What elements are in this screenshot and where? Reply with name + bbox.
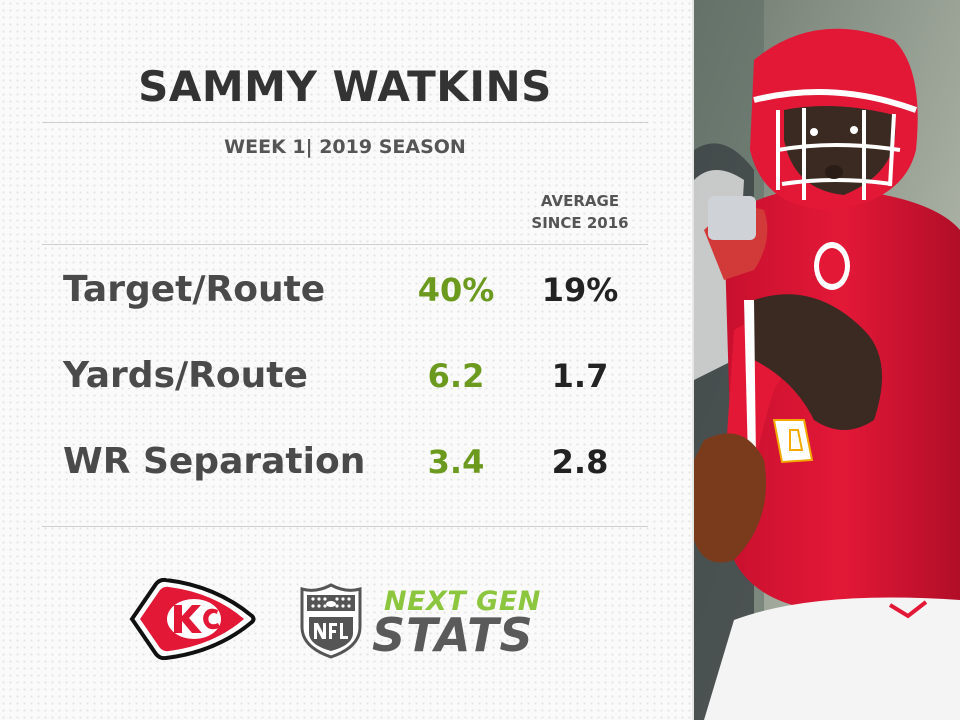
average-column-header: AVERAGE SINCE 2016 xyxy=(510,190,650,234)
player-name-title: SAMMY WATKINS xyxy=(138,62,552,111)
stat-average-value: 19% xyxy=(541,271,619,309)
ngs-logo-line2: STATS xyxy=(372,608,534,662)
ngs-logo-line1: NEXT GEN xyxy=(384,586,541,617)
stats-panel: SAMMY WATKINS WEEK 1| 2019 SEASON AVERAG… xyxy=(0,0,694,720)
footer-divider xyxy=(42,526,648,527)
nfl-shield-icon xyxy=(300,583,362,659)
stat-row-target-route: Target/Route 40% 19% xyxy=(0,260,694,320)
stat-average-value: 2.8 xyxy=(551,443,609,481)
average-header-line1: AVERAGE xyxy=(540,192,620,210)
stat-average-value: 1.7 xyxy=(551,357,609,395)
stat-row-wr-separation: WR Separation 3.4 2.8 xyxy=(0,432,694,492)
stat-week-value: 6.2 xyxy=(427,357,485,395)
stat-week-value: 40% xyxy=(417,271,495,309)
kc-chiefs-arrowhead-icon xyxy=(129,578,256,660)
photo-divider xyxy=(692,0,695,720)
player-photo-illustration xyxy=(694,0,960,720)
stat-week-value: 3.4 xyxy=(427,443,485,481)
title-divider xyxy=(42,122,648,123)
stat-label: Target/Route xyxy=(63,269,326,310)
stat-label: Yards/Route xyxy=(63,355,308,396)
stat-row-yards-route: Yards/Route 6.2 1.7 xyxy=(0,346,694,406)
header-divider xyxy=(42,244,648,245)
player-photo xyxy=(694,0,960,720)
next-gen-stats-logo: NEXT GEN STATS xyxy=(372,586,572,662)
average-header-line2: SINCE 2016 xyxy=(531,214,629,232)
stat-label: WR Separation xyxy=(63,441,366,482)
season-subtitle: WEEK 1| 2019 SEASON xyxy=(224,136,466,158)
